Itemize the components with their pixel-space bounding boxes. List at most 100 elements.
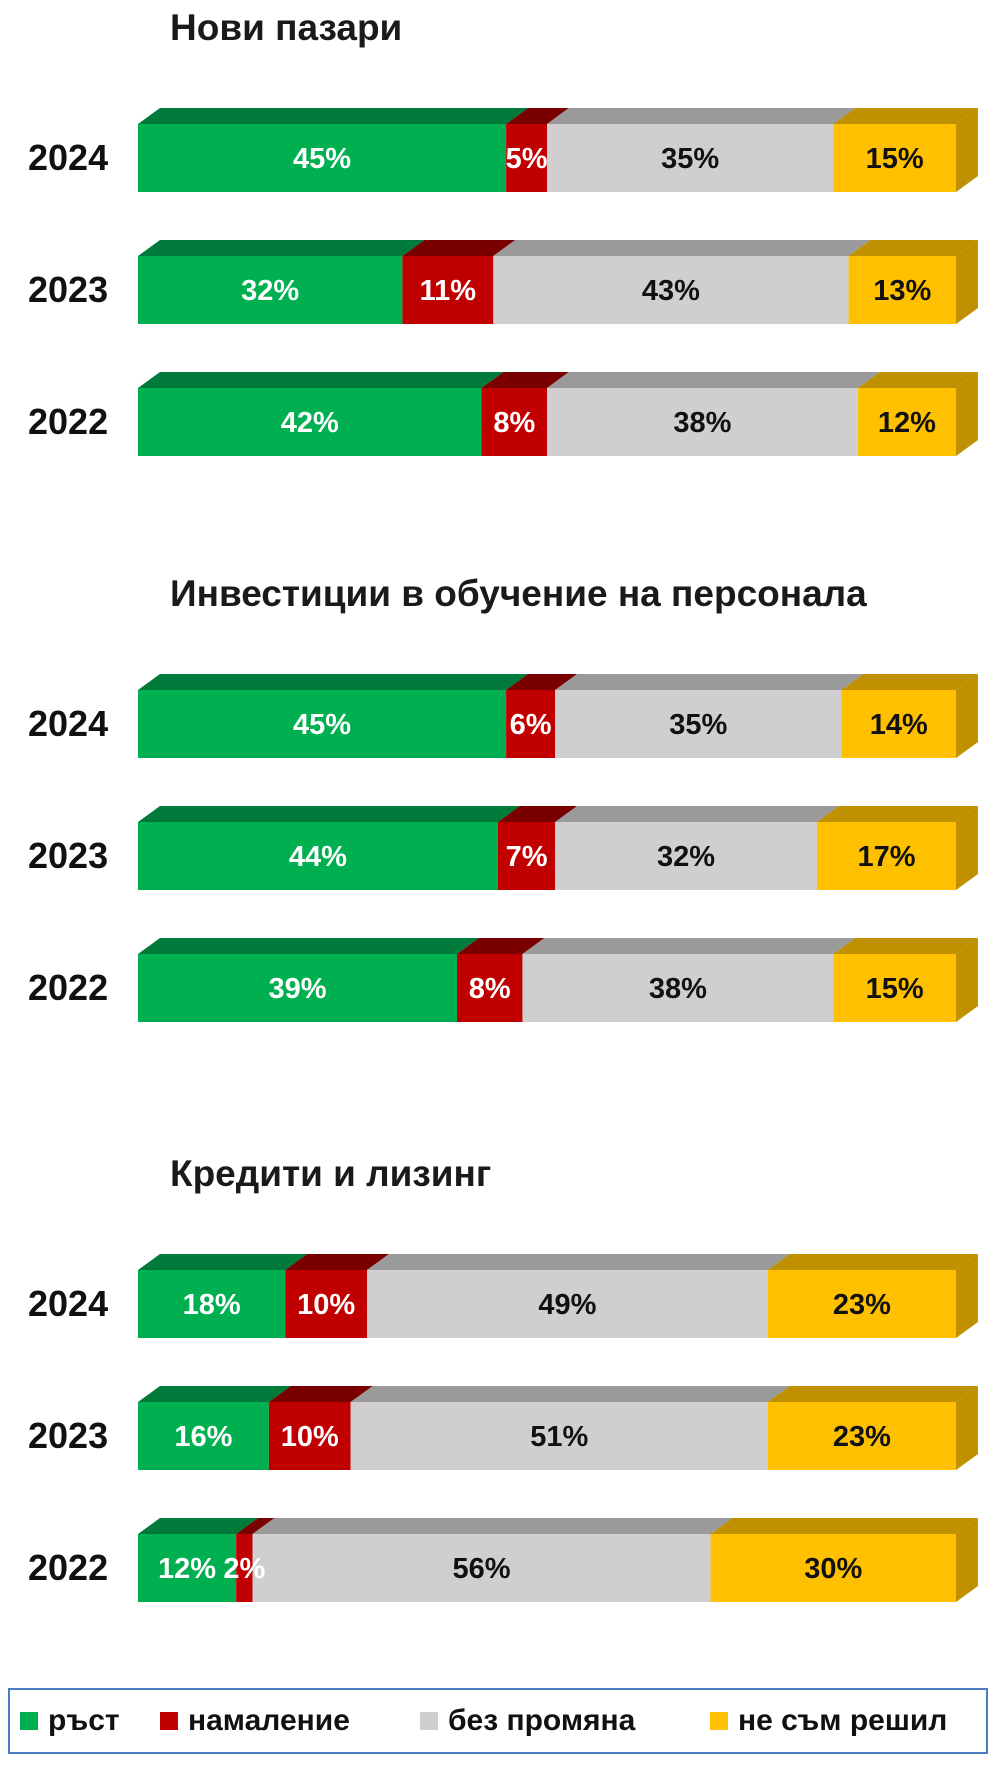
bar-top-face (710, 1518, 978, 1534)
data-label: 23% (833, 1421, 891, 1453)
bar-segment-growth (138, 822, 498, 890)
data-label: 45% (293, 709, 351, 741)
chart-1: Нови пазари 2024 45% 5% 35% 15% 2023 32% 11% 43% 1… (28, 7, 978, 456)
bar-segment-no_change (350, 1402, 768, 1470)
bar-segment-undecided (857, 388, 956, 456)
data-label: 8% (493, 407, 535, 439)
data-label: 10% (297, 1289, 355, 1321)
bar-segment-undecided (841, 690, 956, 758)
bar-top-face (138, 240, 425, 256)
bar-segment-decrease (236, 1534, 253, 1602)
stacked-bar-charts: Нови пазари 2024 45% 5% 35% 15% 2023 32% 11% 43% 1… (28, 7, 978, 1602)
chart-title: Инвестиции в обучение на персонала (170, 573, 867, 614)
bar-segment-growth (138, 1402, 269, 1470)
data-label: 10% (281, 1421, 339, 1453)
bar-row-2023: 2023 44% 7% 32% 17% (28, 806, 978, 890)
bar-top-face (493, 240, 871, 256)
bar-row-2022: 2022 12% 2% 56% 30% (28, 1518, 978, 1602)
year-label: 2023 (28, 1415, 108, 1456)
bar-top-face (547, 372, 880, 388)
year-label: 2023 (28, 269, 108, 310)
data-label: 13% (873, 275, 931, 307)
data-label: 15% (866, 973, 924, 1005)
data-label: 12% (158, 1553, 216, 1585)
data-label: 14% (870, 709, 928, 741)
bar-segment-decrease (402, 256, 494, 324)
legend-label: без промяна (448, 1704, 636, 1737)
bar-segment-no_change (547, 388, 858, 456)
bar-top-face (268, 1386, 373, 1402)
bar-top-face (138, 1254, 308, 1270)
bar-segment-decrease (285, 1270, 368, 1338)
bar-top-face (555, 806, 839, 822)
year-label: 2022 (28, 1547, 108, 1588)
chart-title: Нови пазари (170, 7, 402, 48)
bar-top-face (350, 1386, 790, 1402)
bar-row-2023: 2023 32% 11% 43% 13% (28, 240, 978, 324)
data-label: 56% (453, 1553, 511, 1585)
data-label: 17% (857, 841, 915, 873)
data-label: 42% (281, 407, 339, 439)
bar-row-2024: 2024 45% 5% 35% 15% (28, 108, 978, 192)
legend-swatch (160, 1712, 178, 1730)
bar-top-face (138, 372, 504, 388)
data-label: 15% (866, 143, 924, 175)
data-label: 32% (657, 841, 715, 873)
data-label: 2% (223, 1553, 265, 1585)
bar-top-face (138, 108, 529, 124)
legend-label: ръст (48, 1704, 120, 1737)
bar-side-face (956, 1518, 978, 1602)
bar-segment-undecided (767, 1270, 956, 1338)
bar-segment-no_change (252, 1534, 711, 1602)
bar-top-face (522, 938, 856, 954)
bar-side-face (956, 108, 978, 192)
legend-item-no_change: без промяна (420, 1690, 635, 1752)
data-label: 44% (289, 841, 347, 873)
bar-segment-growth (138, 1270, 286, 1338)
data-label: 30% (804, 1553, 862, 1585)
data-label: 7% (506, 841, 548, 873)
year-label: 2022 (28, 967, 108, 1008)
year-label: 2024 (28, 703, 108, 744)
bar-row-2022: 2022 39% 8% 38% 15% (28, 938, 978, 1022)
bar-top-face (833, 938, 978, 954)
bar-top-face (252, 1518, 733, 1534)
bar-segment-no_change (522, 954, 834, 1022)
data-label: 49% (538, 1289, 596, 1321)
data-label: 35% (661, 143, 719, 175)
data-label: 43% (642, 275, 700, 307)
data-label: 38% (649, 973, 707, 1005)
bar-side-face (956, 1254, 978, 1338)
data-label: 12% (878, 407, 936, 439)
year-label: 2022 (28, 401, 108, 442)
bar-top-face (285, 1254, 390, 1270)
bar-segment-growth (138, 256, 403, 324)
chart-2: Инвестиции в обучение на персонала 2024 45… (28, 573, 978, 1022)
bar-segment-decrease (481, 388, 547, 456)
data-label: 35% (669, 709, 727, 741)
legend-item-decrease: намаление (160, 1690, 350, 1752)
bar-side-face (956, 372, 978, 456)
data-label: 5% (506, 143, 548, 175)
bar-top-face (816, 806, 978, 822)
bar-top-face (506, 674, 578, 690)
bar-top-face (841, 674, 978, 690)
bar-top-face (138, 674, 529, 690)
data-label: 6% (510, 709, 552, 741)
bar-top-face (767, 1254, 978, 1270)
bar-top-face (138, 938, 480, 954)
bar-top-face (138, 806, 520, 822)
bar-segment-undecided (767, 1402, 956, 1470)
bar-segment-no_change (555, 690, 842, 758)
year-label: 2023 (28, 835, 108, 876)
bar-row-2023: 2023 16% 10% 51% 23% (28, 1386, 978, 1470)
bar-segment-growth (138, 388, 482, 456)
data-label: 51% (530, 1421, 588, 1453)
bar-side-face (956, 938, 978, 1022)
chart-3: Кредити и лизинг 2024 18% 10% 49% 23% 2023 16% 1… (28, 1153, 978, 1602)
data-label: 8% (469, 973, 511, 1005)
bar-segment-growth (138, 1534, 237, 1602)
data-label: 32% (241, 275, 299, 307)
bar-row-2022: 2022 42% 8% 38% 12% (28, 372, 978, 456)
bar-segment-decrease (497, 822, 556, 890)
